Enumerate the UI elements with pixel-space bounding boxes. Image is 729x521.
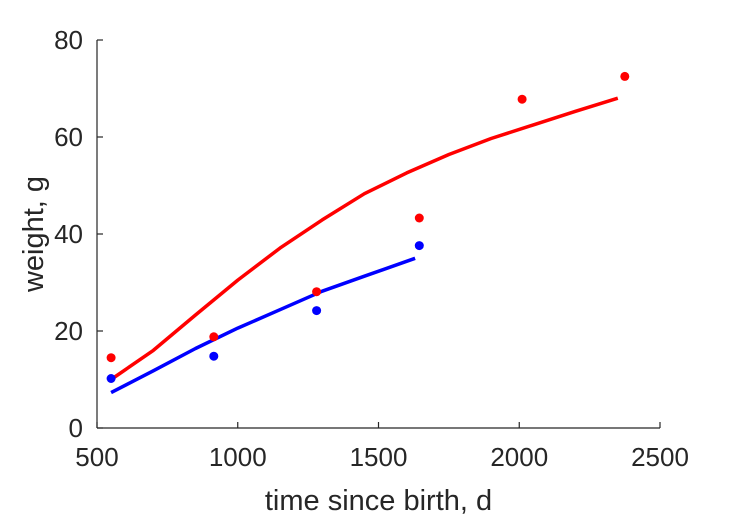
data-point xyxy=(209,332,219,342)
y-axis-title: weight, g xyxy=(18,176,50,293)
data-point xyxy=(106,374,116,383)
data-points xyxy=(106,71,630,383)
data-point xyxy=(106,353,116,363)
ticks: 500 1000 1500 2000 2500 0 20 40 60 80 xyxy=(54,25,689,472)
y-tick-label: 80 xyxy=(54,25,83,55)
y-tick-label: 20 xyxy=(54,316,83,346)
fit-line-1 xyxy=(110,256,416,395)
data-point xyxy=(312,306,322,316)
x-tick-label: 500 xyxy=(75,442,118,472)
x-tick-label: 1000 xyxy=(209,442,267,472)
fit-line-0 xyxy=(110,96,619,381)
data-point xyxy=(620,71,630,81)
x-tick-label: 1500 xyxy=(350,442,408,472)
data-point xyxy=(312,287,322,297)
y-tick-label: 0 xyxy=(69,413,83,443)
axes xyxy=(96,40,660,429)
x-tick-label: 2500 xyxy=(631,442,689,472)
data-point xyxy=(209,351,219,361)
data-point xyxy=(414,213,424,223)
x-axis-title: time since birth, d xyxy=(265,485,492,517)
data-point xyxy=(517,94,527,104)
x-tick-label: 2000 xyxy=(490,442,548,472)
fit-lines xyxy=(110,96,619,395)
y-tick-label: 40 xyxy=(54,219,83,249)
data-point xyxy=(414,241,424,251)
y-tick-label: 60 xyxy=(54,122,83,152)
